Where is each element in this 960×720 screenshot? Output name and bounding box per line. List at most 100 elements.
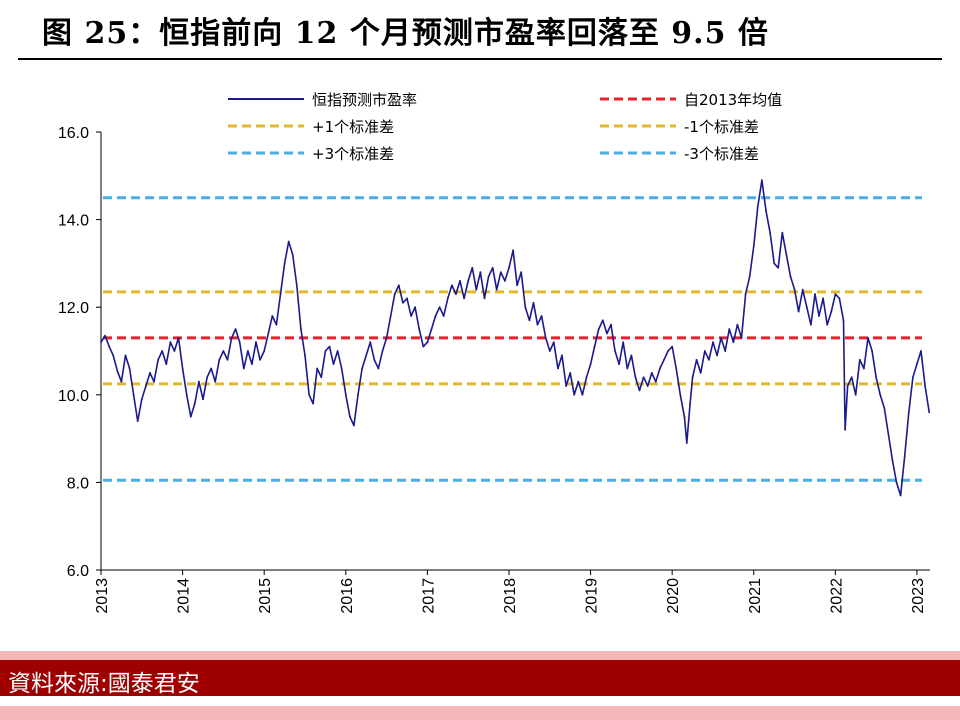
pe-data-point (699, 372, 702, 374)
pe-data-point (532, 301, 535, 304)
pe-data-point (618, 363, 620, 365)
pe-data-point (483, 297, 486, 300)
pe-data-point (642, 376, 645, 379)
pe-data-point (291, 253, 294, 256)
pe-data-point (708, 358, 710, 361)
pe-data-point (263, 350, 266, 352)
pe-data-point (463, 297, 465, 300)
pe-data-point (846, 385, 849, 387)
pe-data-point (393, 293, 396, 295)
pe-data-point (344, 393, 347, 396)
pe-data-point (332, 363, 335, 365)
legend-label: +1个标准差 (312, 118, 394, 136)
pe-data-point (785, 253, 788, 256)
source-band-top (0, 651, 960, 660)
pe-data-point (100, 341, 102, 344)
pe-data-point (124, 354, 127, 357)
pe-data-point (312, 402, 314, 405)
pe-data-point (145, 385, 147, 387)
pe-data-point (854, 393, 857, 396)
pe-data-point (536, 323, 539, 326)
pe-data-point (842, 319, 845, 322)
legend: 恒指预测市盈率 自2013年均值 +1个标准差 -1个标准差 +3个标准差 -3个标准差 (228, 91, 782, 163)
pe-data-point (132, 393, 135, 396)
source-band-bottom (0, 706, 960, 720)
pe-data-point (626, 367, 629, 370)
legend-label: -3个标准差 (684, 145, 759, 163)
pe-data-point (361, 367, 363, 370)
pe-data-point (548, 350, 551, 352)
pe-data-point (650, 372, 653, 374)
pe-data-point (875, 376, 877, 379)
pe-data-point (365, 354, 368, 357)
pe-data-point (781, 231, 784, 234)
pe-data-point (712, 341, 714, 344)
pe-data-point (814, 293, 816, 295)
pe-data-point (561, 354, 563, 357)
pe-data-point (108, 345, 111, 348)
pe-data-point (512, 249, 514, 252)
pe-data-point (259, 358, 261, 361)
pe-data-point (487, 275, 490, 278)
pe-data-point (916, 363, 918, 365)
pe-data-point (430, 328, 433, 330)
pe-data-point (218, 358, 221, 361)
pe-data-point (899, 494, 902, 497)
pe-data-point (275, 323, 278, 326)
pe-data-point (210, 367, 213, 370)
pe-data-point (300, 328, 302, 330)
pe-data-point (389, 315, 392, 317)
pe-data-point (818, 315, 820, 317)
pe-data-point (357, 393, 359, 396)
pe-data-point (850, 376, 853, 379)
pe-data-point (112, 354, 115, 357)
pe-data-point (455, 293, 457, 295)
pe-data-point (689, 402, 691, 405)
pe-data-point (406, 297, 408, 300)
pe-data-point (883, 407, 886, 409)
pe-data-point (720, 337, 722, 339)
pe-data-point (520, 271, 523, 274)
y-tick-label: 10.0 (58, 388, 89, 405)
x-tick-label: 2017 (420, 578, 437, 614)
pe-data-point (834, 293, 837, 295)
pe-data-point (202, 398, 204, 401)
pe-data-point (654, 380, 657, 383)
pe-data-point (193, 402, 196, 405)
x-tick-label: 2016 (339, 578, 356, 614)
pe-data-point (161, 350, 164, 352)
pe-data-point (524, 306, 527, 309)
pe-data-point (826, 323, 829, 326)
pe-data-point (614, 350, 616, 352)
figure-title: 图 25：恒指前向 12 个月预测市盈率回落至 9.5 倍 (42, 16, 769, 51)
pe-data-point (797, 310, 800, 313)
pe-data-point (226, 358, 229, 361)
pe-data-point (136, 420, 139, 422)
pe-data-point (255, 341, 257, 344)
pe-data-point (328, 345, 331, 348)
pe-data-point (879, 393, 882, 396)
x-tick-label: 2023 (910, 578, 927, 614)
pe-data-point (769, 231, 771, 234)
pe-data-point (279, 293, 282, 295)
pe-data-point (858, 358, 861, 361)
pe-data-point (748, 275, 751, 278)
pe-data-point (606, 332, 608, 335)
pe-data-point (552, 341, 555, 344)
pe-data-point (732, 341, 735, 344)
pe-data-point (659, 367, 661, 370)
pe-data-point (844, 428, 846, 431)
pe-data-point (438, 306, 441, 309)
pe-data-point (663, 358, 665, 361)
pe-data-point (418, 328, 421, 330)
pe-data-point (271, 315, 274, 317)
pe-data-point (565, 385, 567, 387)
pe-data-point (324, 350, 327, 352)
pe-data-point (451, 284, 453, 287)
pe-data-point (177, 337, 180, 339)
pe-data-point (283, 262, 286, 265)
pe-data-point (340, 367, 343, 370)
pe-data-point (752, 245, 755, 247)
pe-data-point (149, 372, 151, 374)
pe-data-point (675, 367, 678, 370)
